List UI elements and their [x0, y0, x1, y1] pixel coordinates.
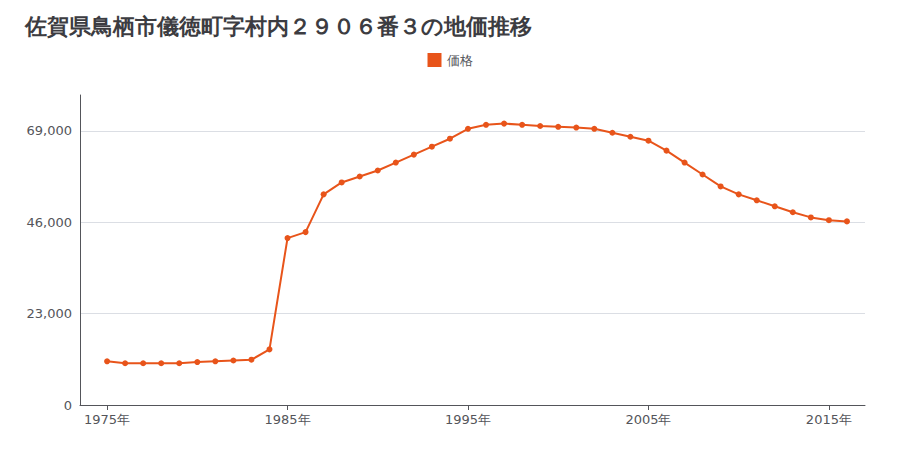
- svg-text:1985年: 1985年: [264, 412, 310, 427]
- svg-text:1995年: 1995年: [445, 412, 491, 427]
- svg-text:46,000: 46,000: [27, 215, 73, 230]
- svg-text:1975年: 1975年: [84, 412, 130, 427]
- svg-text:2015年: 2015年: [806, 412, 852, 427]
- svg-text:69,000: 69,000: [27, 123, 73, 138]
- svg-text:2005年: 2005年: [625, 412, 671, 427]
- svg-text:0: 0: [64, 398, 72, 413]
- svg-text:佐賀県鳥栖市儀徳町字村内２９０６番３の地価推移: 佐賀県鳥栖市儀徳町字村内２９０６番３の地価推移: [24, 14, 532, 39]
- svg-text:価格: 価格: [447, 53, 473, 68]
- svg-text:23,000: 23,000: [27, 306, 73, 321]
